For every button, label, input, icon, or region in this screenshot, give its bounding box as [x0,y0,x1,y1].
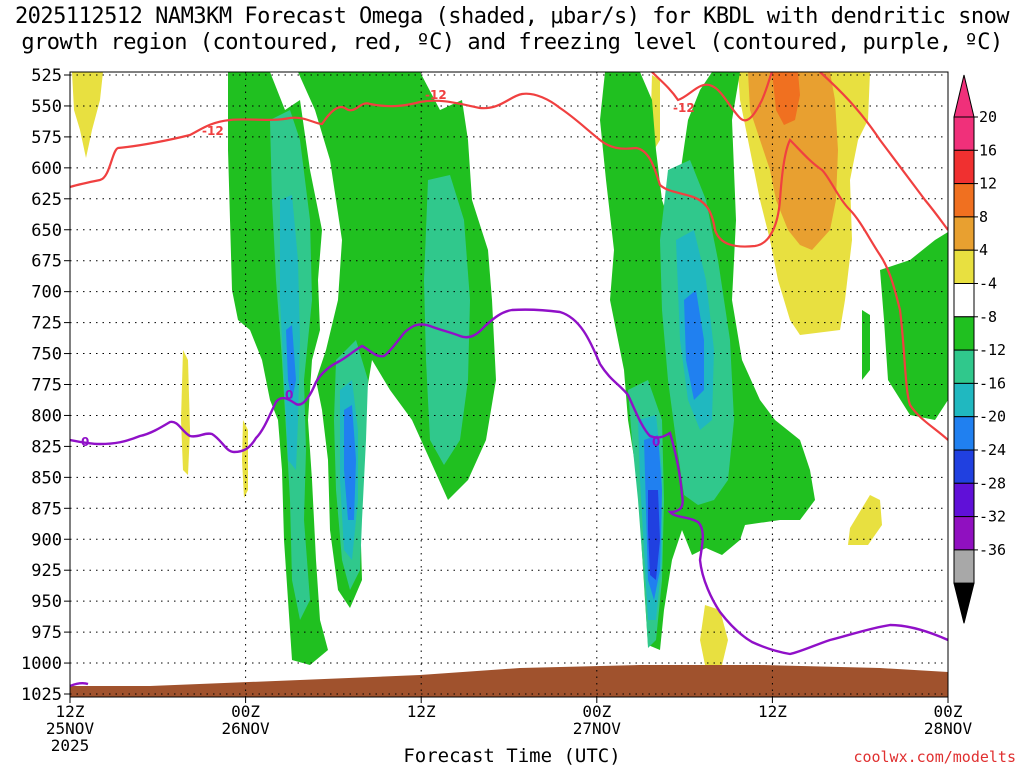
dgz-contour-upper [70,92,948,441]
y-tick-label: 850 [31,468,62,488]
contour-label-red: -12 [202,124,224,138]
x-axis-label: Forecast Time (UTC) [403,745,621,767]
y-tick-label: 725 [31,314,62,334]
omega-positive-small5 [848,495,882,545]
colorbar-label: -28 [979,474,1006,492]
y-tick-label: 750 [31,345,62,365]
contour-label-purple: 0 [285,388,293,402]
x-tick-label: 28NOV [924,719,973,738]
y-tick-label: 975 [31,623,62,643]
colorbar-bottom-arrow [953,582,975,624]
omega-blue-a [684,290,704,400]
y-tick-label: 600 [31,159,62,179]
omega-positive-small4 [700,605,728,665]
colorbar-segment [953,116,975,151]
omega-teal-c [424,175,470,465]
colorbar-segment [953,183,975,218]
y-axis: 525 550 575 600 625 650 675 700 725 750 775 800 825 8… [21,66,70,705]
colorbar-label: -32 [979,508,1006,526]
credit-text: coolwx.com/modelts [853,748,1016,766]
colorbar-segment [953,416,975,451]
omega-positive-small2 [242,420,248,498]
colorbar-label: -4 [979,275,997,293]
dgz-contour-right [819,72,948,231]
chart-title-line2: growth region (contoured, red, ºC) and f… [21,30,1003,55]
y-tick-label: 925 [31,561,62,581]
colorbar-label: -16 [979,374,1006,392]
y-tick-label: 650 [31,221,62,241]
colorbar-label: 8 [979,208,988,226]
y-tick-label: 675 [31,252,62,272]
omega-positive-region-8 [748,72,838,250]
colorbar-segment [953,449,975,484]
x-tick-label: 26NOV [222,719,271,738]
colorbar-segment [953,249,975,284]
colorbar: 20 16 12 8 4 -4 -8 -12 -16 -20 -24 -28 -32 -36 [953,74,1006,624]
colorbar-segment [953,549,975,584]
colorbar-segment [953,216,975,251]
colorbar-top-arrow [953,74,975,118]
y-tick-label: 1000 [21,654,62,674]
omega-blue-e [286,325,296,400]
y-tick-label: 825 [31,437,62,457]
omega-blue-b [344,405,356,520]
colorbar-label: 16 [979,141,997,159]
contour-label-red: -12 [673,101,695,115]
colorbar-segment [953,316,975,351]
colorbar-label: -20 [979,408,1006,426]
dgz-contour-top [651,72,774,122]
omega-negative-region-d [880,232,948,420]
colorbar-label: -8 [979,308,997,326]
y-tick-label: 700 [31,283,62,303]
omega-positive-small1 [181,350,190,475]
x-tick-label: 00Z [231,702,260,721]
colorbar-segment [953,349,975,384]
freezing-level-contour-bottom [70,681,89,688]
colorbar-label: -36 [979,541,1006,559]
colorbar-segment [953,382,975,418]
x-tick-label: 12Z [56,702,85,721]
x-tick-label: 27NOV [573,719,622,738]
contour-label-purple: 0 [81,435,89,449]
x-tick-label: 25NOV [46,719,95,738]
y-tick-label: 900 [31,530,62,550]
omega-negative-small [862,310,870,380]
y-tick-label: 875 [31,499,62,519]
y-tick-label: 800 [31,406,62,426]
x-tick-label: 12Z [758,702,787,721]
colorbar-label: -24 [979,441,1006,459]
colorbar-label: 12 [979,175,997,193]
colorbar-segment [953,516,975,551]
colorbar-label: 20 [979,108,997,126]
omega-positive-topleft [72,72,103,158]
omega-positive-region-12 [772,72,800,125]
colorbar-segment [953,283,975,318]
contours [70,72,948,688]
x-tick-label: 12Z [407,702,436,721]
colorbar-segment [953,482,975,518]
omega-blue-d [648,490,660,580]
colorbar-segment [953,149,975,185]
x-tick-label: 00Z [934,702,963,721]
chart-title-line1: 2025112512 NAM3KM Forecast Omega (shaded… [14,4,1010,29]
contour-label-purple: 0 [652,435,660,449]
y-tick-label: 550 [31,97,62,117]
y-tick-label: 525 [31,66,62,86]
contour-label-red: -12 [425,88,447,102]
freezing-level-contour [70,308,948,656]
colorbar-label: 4 [979,241,988,259]
y-tick-label: 775 [31,376,62,396]
x-tick-label: 2025 [51,736,90,755]
y-tick-label: 575 [31,128,62,148]
x-tick-label: 00Z [582,702,611,721]
omega-shading [70,72,948,697]
y-tick-label: 1025 [21,685,62,705]
colorbar-label: -12 [979,341,1006,359]
contour-labels: -12 -12 -12 0 0 0 [81,88,695,449]
y-tick-label: 950 [31,592,62,612]
terrain [70,665,948,697]
y-tick-label: 625 [31,190,62,210]
